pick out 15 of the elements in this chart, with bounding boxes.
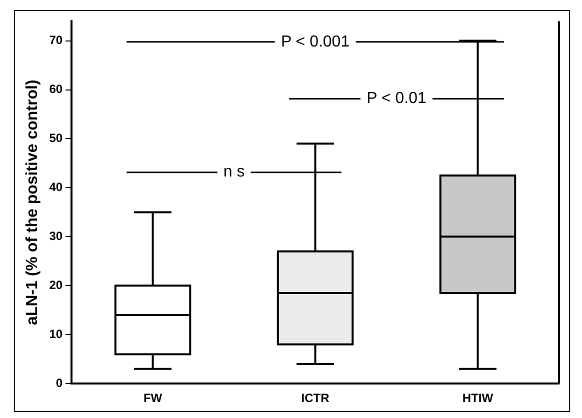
x-tick-label: ICTR [301,391,330,406]
annotation: P < 0.001 [280,33,350,50]
y-tick-label: 20 [49,278,63,292]
annotation: n s [223,164,245,181]
y-tick-label: 30 [49,228,63,243]
y-tick-label: 40 [49,180,63,194]
y-tick-label: 60 [49,82,63,96]
y-tick-label: 70 [49,33,63,48]
x-tick-label: FW [143,391,163,406]
y-tick-label: 0 [56,376,63,390]
y-tick-label: 50 [49,131,63,146]
annotation: P < 0.01 [366,90,426,108]
y-tick-label: 10 [49,326,63,341]
y-axis-title: aLN-1 (% of the positive control) [24,80,42,326]
x-tick-label: HTIW [462,391,494,406]
